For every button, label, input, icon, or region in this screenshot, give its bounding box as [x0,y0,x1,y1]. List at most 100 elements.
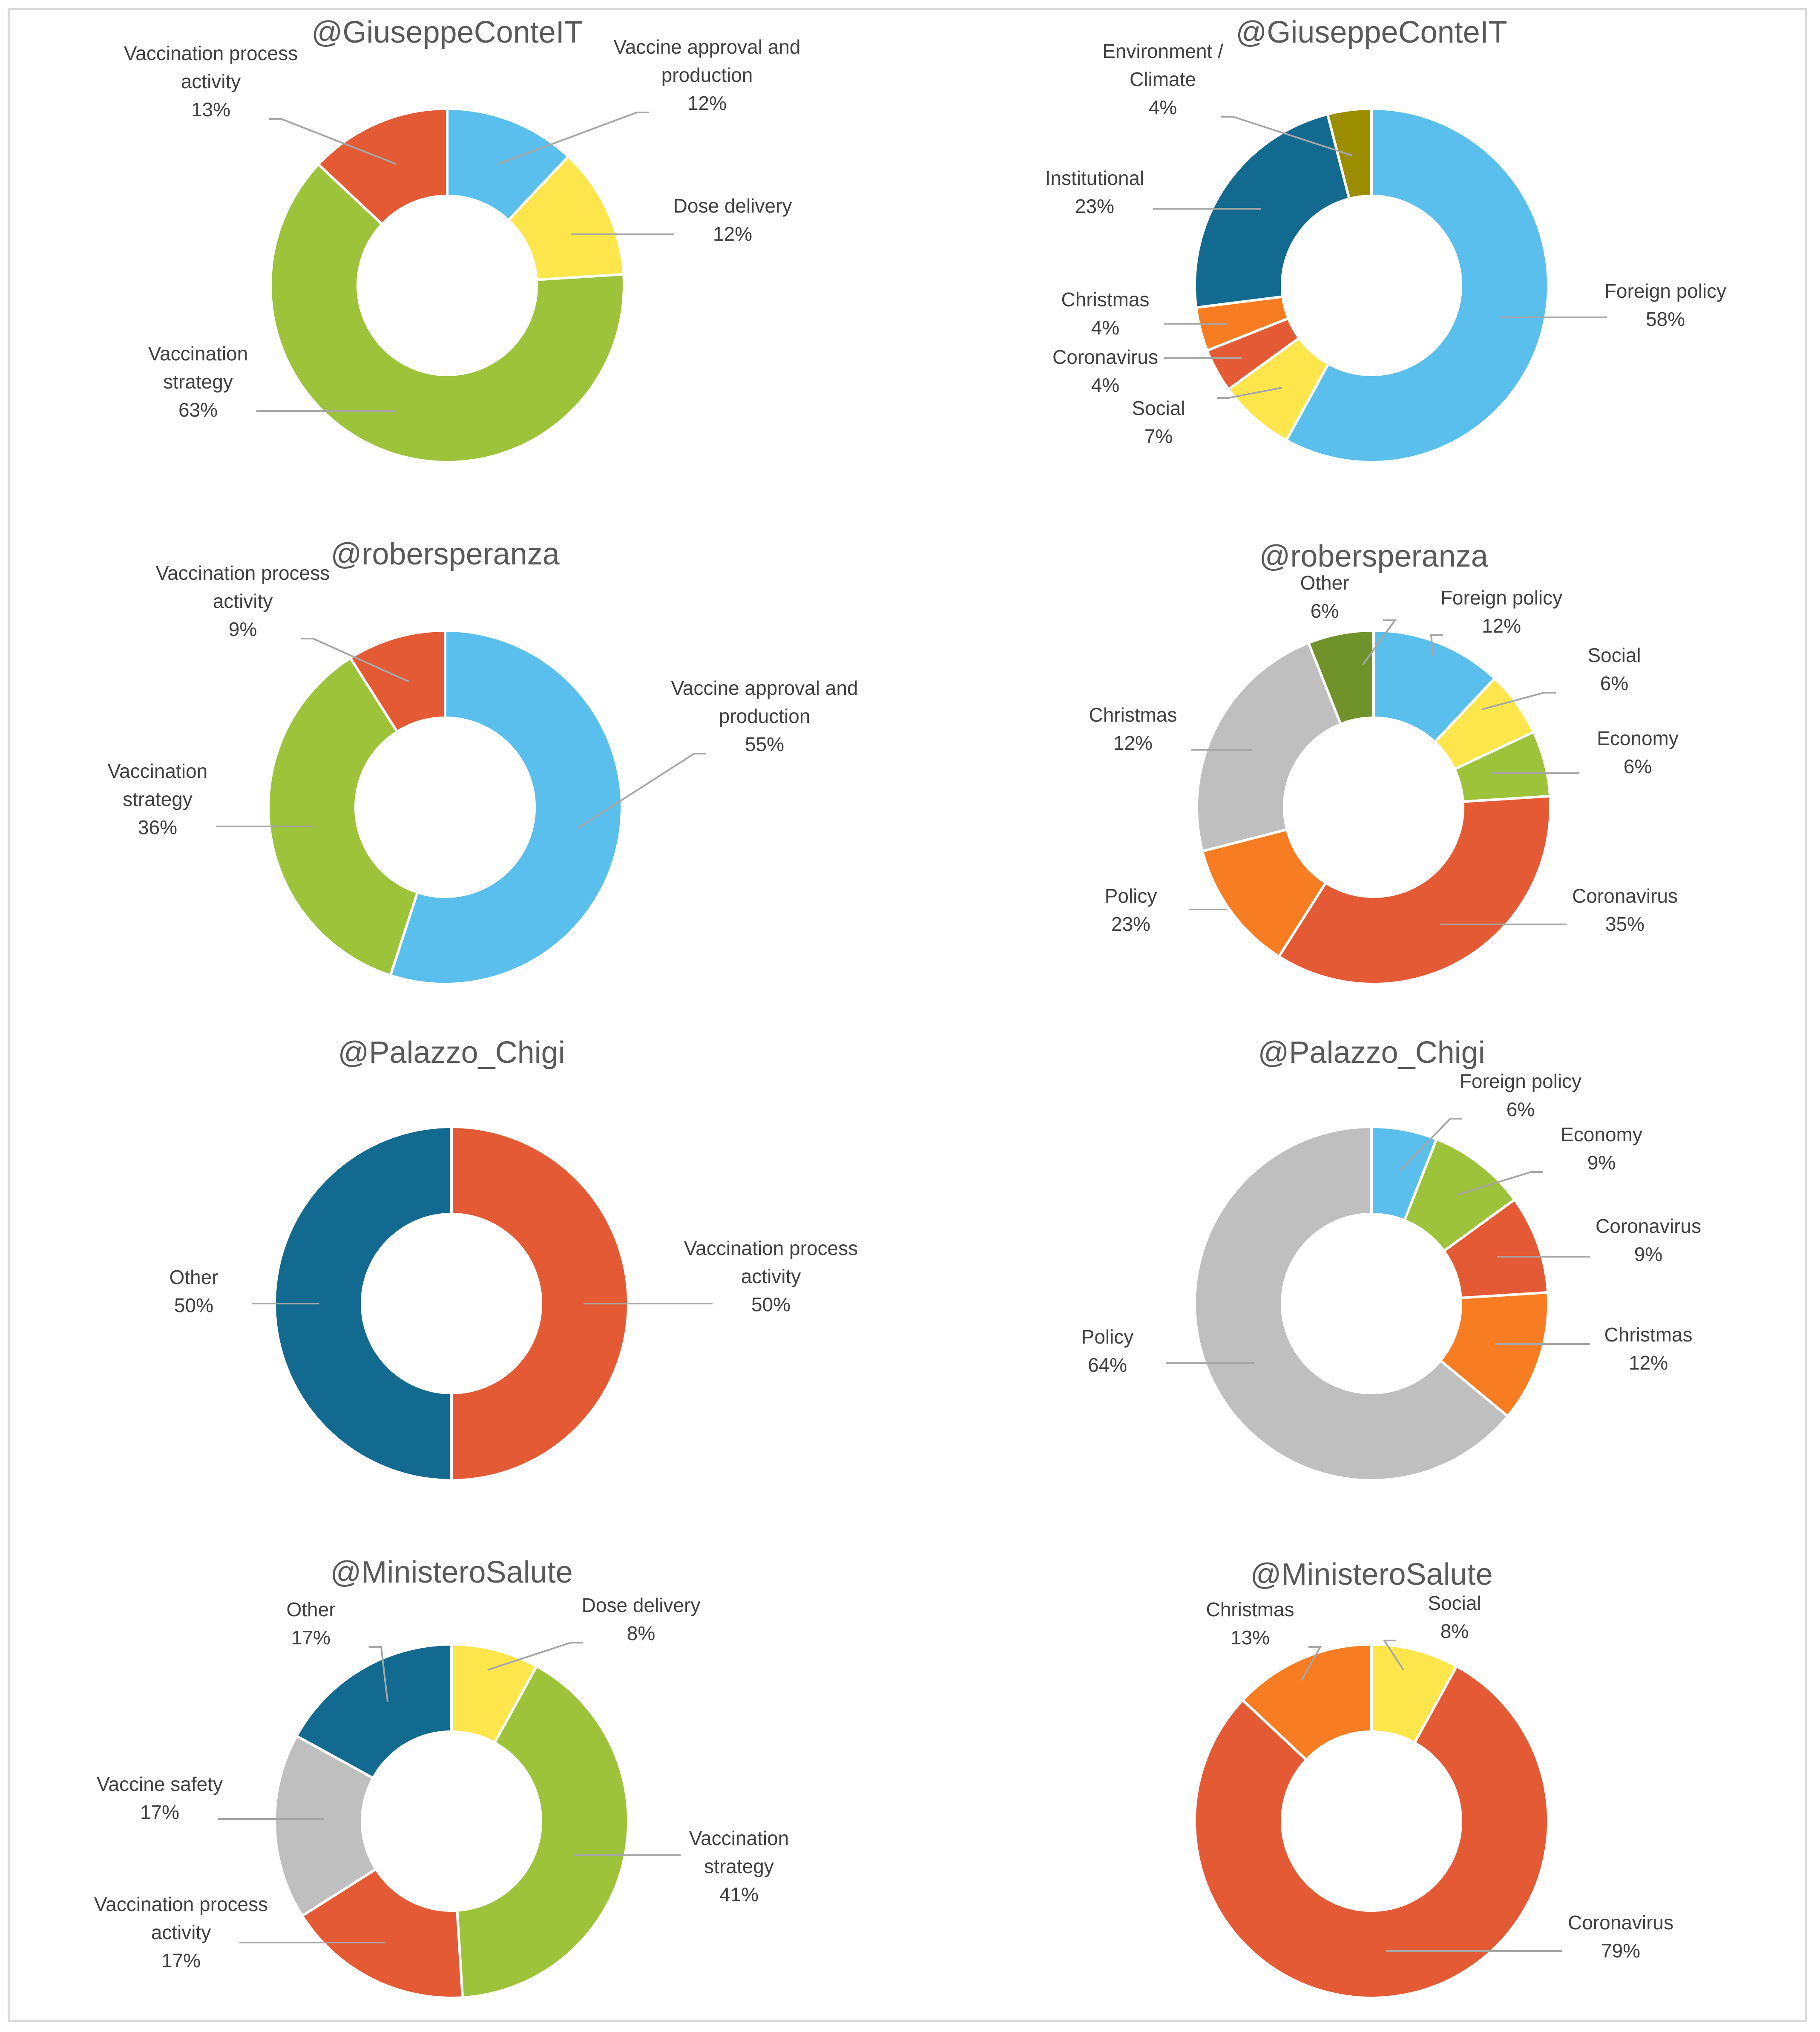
label-text: Social [1428,1592,1481,1614]
leader-line [1430,634,1443,656]
label-text: Vaccination process [124,42,298,64]
data-label-dose-delivery: Dose delivery 12% [673,195,792,245]
leader-line [576,753,706,829]
data-label-social: Social 6% [1587,644,1641,694]
data-label-coronavirus: Coronavirus 9% [1596,1215,1701,1265]
leader-line [1456,1171,1543,1196]
data-label-dose-delivery: Dose delivery 8% [582,1594,701,1644]
label-percent: 6% [1624,755,1652,777]
label-text: Coronavirus [1596,1215,1701,1237]
donut-chart-5: @Palazzo_Chigi Vaccination process activit… [169,1036,858,1482]
slice-foreign-policy [1284,107,1550,463]
leader-line [1482,692,1556,710]
data-label-policy: Policy 64% [1081,1326,1134,1376]
label-text: Environment / [1102,40,1223,62]
label-percent: 12% [713,223,752,245]
leader-line [1383,1640,1404,1671]
label-percent: 17% [291,1626,331,1649]
label-text: activity [151,1921,211,1943]
label-text: strategy [163,371,233,393]
data-label-institutional: Institutional 23% [1045,167,1144,217]
label-text: strategy [704,1855,774,1877]
label-percent: 9% [1634,1243,1662,1265]
chart-title: @Palazzo_Chigi [1258,1036,1485,1070]
data-label-vaccination-strategy: Vaccination strategy 63% [148,343,248,421]
label-percent: 55% [745,733,784,755]
chart-title: @Palazzo_Chigi [338,1036,565,1070]
slice-vaccination-process-activity [300,1867,464,1999]
chart-title: @robersperanza [331,537,560,571]
donut-chart-7: @MinisteroSalute Dose delivery 8% Vaccinati… [94,1555,789,1999]
label-percent: 79% [1601,1940,1640,1962]
slice-christmas [1438,1291,1550,1418]
chart-title: @MinisteroSalute [330,1555,572,1589]
label-percent: 41% [719,1883,759,1905]
label-percent: 12% [687,92,727,114]
slice-vaccine-safety [273,1734,378,1918]
data-label-vaccine-safety: Vaccine safety 17% [97,1773,223,1823]
data-label-foreign-policy: Foreign policy 6% [1460,1070,1581,1120]
chart-title: @GiuseppeConteIT [311,15,583,49]
label-text: Vaccine approval and [614,36,801,58]
label-text: Christmas [1206,1598,1294,1620]
data-label-vaccination-strategy: Vaccination strategy 36% [108,760,207,838]
label-percent: 8% [1440,1620,1469,1642]
label-text: activity [213,590,273,612]
data-label-other: Other 17% [286,1598,335,1649]
label-text: Vaccination process [94,1893,268,1915]
data-label-vaccination-process-activity: Vaccination process activity 9% [156,562,330,640]
chart-title: @robersperanza [1259,539,1488,573]
leader-line [1398,1118,1462,1172]
slice-dose-delivery [506,155,625,281]
data-label-christmas: Christmas 12% [1604,1324,1692,1374]
label-text: Social [1587,644,1641,666]
label-text: Other [1300,572,1349,594]
slice-vaccination-process-activity [348,629,446,734]
slice-other [295,1643,453,1780]
label-percent: 63% [178,399,218,421]
label-text: Vaccination process [684,1237,858,1259]
data-label-christmas: Christmas 13% [1206,1598,1294,1649]
label-percent: 9% [229,618,257,640]
label-text: Foreign policy [1440,587,1562,609]
label-percent: 50% [174,1294,213,1316]
label-text: Vaccine approval and [671,677,858,699]
label-text: Institutional [1045,167,1144,189]
data-label-social: Social 8% [1428,1592,1481,1642]
leader-line [301,638,409,682]
label-text: Other [286,1598,335,1620]
label-percent: 6% [1600,672,1628,694]
label-percent: 12% [1113,732,1153,754]
leader-line [269,118,397,165]
label-percent: 7% [1144,425,1173,447]
leader-line [369,1646,388,1702]
label-text: activity [181,70,241,92]
label-percent: 12% [1482,615,1521,637]
label-text: Vaccination [689,1827,789,1849]
chart-title: @MinisteroSalute [1250,1557,1492,1592]
data-label-policy: Policy 23% [1105,885,1157,935]
label-percent: 6% [1311,600,1339,622]
data-label-christmas: Christmas 12% [1089,704,1177,754]
data-label-vaccination-strategy: Vaccination strategy 41% [689,1827,789,1905]
label-percent: 6% [1507,1098,1535,1120]
label-text: strategy [123,788,193,810]
slice-vaccination-strategy [269,162,625,464]
leader-line [1217,387,1282,399]
label-percent: 13% [1231,1626,1270,1649]
label-percent: 8% [627,1622,655,1644]
leader-line [1221,116,1353,156]
slice-institutional [1193,112,1351,309]
data-label-vaccine-approval-and-production: Vaccine approval and production 55% [671,677,858,755]
label-text: Coronavirus [1052,346,1158,368]
slice-coronavirus [1277,794,1552,985]
donut-chart-1: @GiuseppeConteIT Vaccine approval and prod… [124,15,801,464]
label-percent: 4% [1149,96,1177,118]
label-percent: 12% [1629,1352,1668,1374]
label-percent: 17% [140,1801,179,1823]
label-text: Christmas [1604,1324,1692,1346]
chart-title: @GiuseppeConteIT [1236,15,1507,49]
data-label-other: Other 50% [169,1266,218,1316]
leader-line [1362,619,1397,665]
